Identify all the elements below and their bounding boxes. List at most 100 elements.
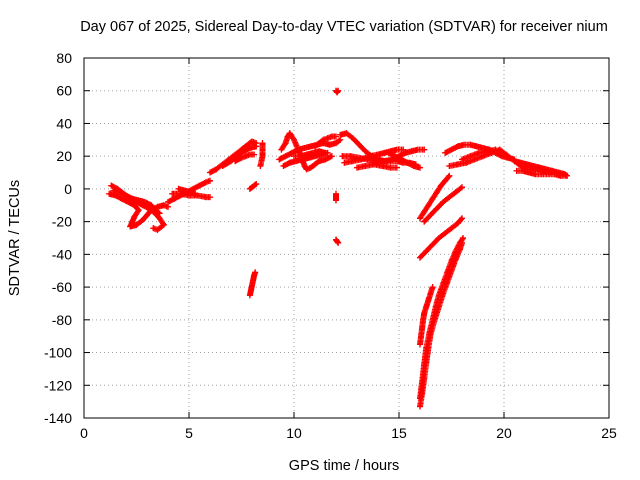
data-point [444,279,451,286]
data-point [110,187,117,194]
data-point [259,153,266,160]
series-arc-6a [333,87,342,96]
data-point [459,215,465,222]
data-point [247,287,254,294]
data-point [316,140,323,147]
data-point [251,272,258,279]
data-point [420,316,427,323]
series-arc-3c [232,151,258,165]
data-point [391,153,398,160]
series-arc-9c [459,146,499,163]
data-point [297,153,304,160]
data-point [435,303,442,310]
data-point [442,149,449,156]
data-point [534,166,541,173]
data-point [456,246,463,253]
data-point [333,140,339,147]
y-tick-label: 80 [56,50,72,66]
data-layer [106,87,570,410]
data-point [446,172,453,179]
data-point [513,167,520,174]
data-point [526,169,533,176]
data-point [259,140,266,147]
data-point [354,164,360,171]
series-arc-10c [522,163,554,176]
data-point [433,205,440,212]
data-point [418,333,425,340]
data-point [528,164,535,171]
data-point [118,195,125,202]
data-point [303,166,310,173]
data-point [427,290,434,297]
data-point [425,202,432,209]
data-point [207,194,213,201]
data-point [356,141,363,148]
data-point [417,215,423,222]
data-point [192,190,199,197]
data-point [442,177,449,184]
data-point [431,316,438,323]
series-arc-7e [385,149,423,171]
y-tick-label: -140 [44,410,72,426]
data-point [417,341,423,348]
data-point [249,282,255,289]
data-point [522,163,528,169]
data-point [435,235,442,241]
data-point [387,164,394,171]
data-point [540,167,547,174]
data-point [454,220,461,227]
data-point [123,192,129,199]
data-point [148,202,155,209]
data-point [312,143,318,150]
data-point [242,153,249,160]
data-point [196,182,203,189]
data-point [252,269,259,276]
series-arc-2b [169,190,213,201]
data-point [425,344,432,351]
data-point [429,195,436,202]
data-point [423,248,430,255]
data-point [459,184,465,191]
data-marks [246,181,260,192]
data-point [379,163,386,169]
data-point [423,359,430,366]
data-point [160,221,167,228]
y-tick-label: -100 [44,345,72,361]
data-point [484,148,491,155]
data-point [129,218,136,225]
data-point [427,212,434,219]
data-point [188,189,195,196]
data-point [417,164,423,171]
data-point [333,133,339,140]
data-point [421,146,428,153]
data-point [286,159,293,166]
data-point [467,153,474,160]
data-point [232,158,239,165]
series-arc-5e [312,133,339,150]
data-point [156,210,163,217]
data-point [461,141,468,148]
data-point [154,226,161,233]
y-tick-label: 40 [56,115,72,131]
x-tick-label: 25 [601,425,617,441]
data-point [316,148,323,155]
data-point [207,169,213,176]
data-point [385,149,392,156]
axis-ticks: 0 5 10 15 20 25 -140 -120 -100 -80 -60 -40 -20 0 20 40 6… [44,50,617,441]
data-point [448,146,455,153]
data-point [421,375,428,382]
data-marks [257,140,266,169]
data-point [301,163,308,169]
data-point [442,230,449,237]
data-point [440,199,447,205]
data-point [282,153,289,160]
series-arc-6c [333,236,342,246]
data-point [278,146,285,153]
data-point [454,161,461,168]
data-point [169,190,176,197]
series-arc-2c [175,185,199,197]
data-point [276,156,283,163]
series-arc-9b [446,146,528,173]
series-arc-8e [417,239,465,410]
